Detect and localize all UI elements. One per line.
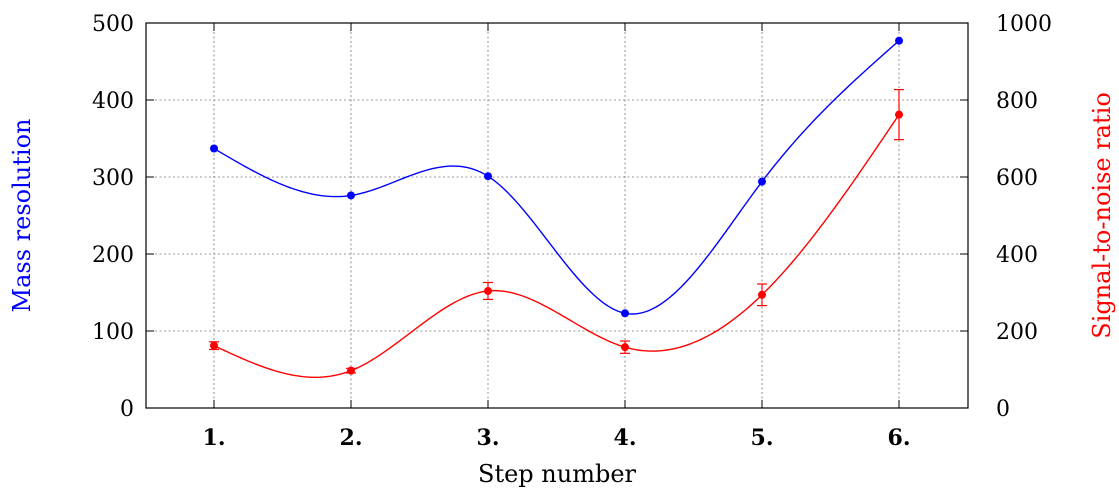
data-point — [210, 341, 218, 350]
data-point — [347, 366, 355, 375]
y-tick-label-right: 200 — [996, 320, 1038, 345]
series-lines — [209, 36, 904, 378]
x-category-label: 2. — [340, 425, 363, 451]
x-category-label: 3. — [477, 425, 500, 451]
y-tick-label-left: 0 — [120, 397, 134, 422]
series-line-mass-resolution — [213, 40, 900, 315]
y-tick-label-left: 500 — [92, 12, 134, 37]
data-point — [621, 343, 629, 352]
axis-ticks — [146, 22, 968, 409]
grid-lines — [146, 23, 968, 408]
x-category-label: 4. — [614, 425, 637, 451]
x-axis-title: Step number — [478, 460, 637, 488]
y-tick-label-left: 200 — [92, 243, 134, 268]
y-tick-label-right: 400 — [996, 243, 1038, 268]
plot-frame — [145, 22, 969, 409]
data-point — [621, 309, 629, 318]
y-axis-title-right: Signal-to-noise ratio — [1088, 92, 1116, 339]
x-category-label: 1. — [203, 425, 226, 451]
series-line-signal-to-noise — [213, 114, 900, 378]
x-category-label: 5. — [751, 425, 774, 451]
y-tick-label-left: 400 — [92, 89, 134, 114]
tick-labels: 0 100 200 300 400 500 0 200 400 600 800 1000 1. 2. 3. 4… — [92, 12, 1052, 451]
y-tick-label-left: 300 — [92, 166, 134, 191]
data-point — [758, 290, 766, 299]
data-point — [758, 177, 766, 186]
data-point — [895, 110, 903, 119]
data-point — [895, 36, 903, 45]
y-tick-label-right: 0 — [996, 397, 1010, 422]
y-tick-label-right: 600 — [996, 166, 1038, 191]
y-axis-title-left: Mass resolution — [8, 119, 36, 313]
y-tick-label-right: 800 — [996, 89, 1038, 114]
data-point — [210, 144, 218, 153]
data-point — [484, 172, 492, 181]
y-tick-label-right: 1000 — [996, 12, 1052, 37]
data-point — [347, 191, 355, 200]
y-tick-label-left: 100 — [92, 320, 134, 345]
x-category-label: 6. — [888, 425, 911, 451]
data-point — [484, 286, 492, 295]
